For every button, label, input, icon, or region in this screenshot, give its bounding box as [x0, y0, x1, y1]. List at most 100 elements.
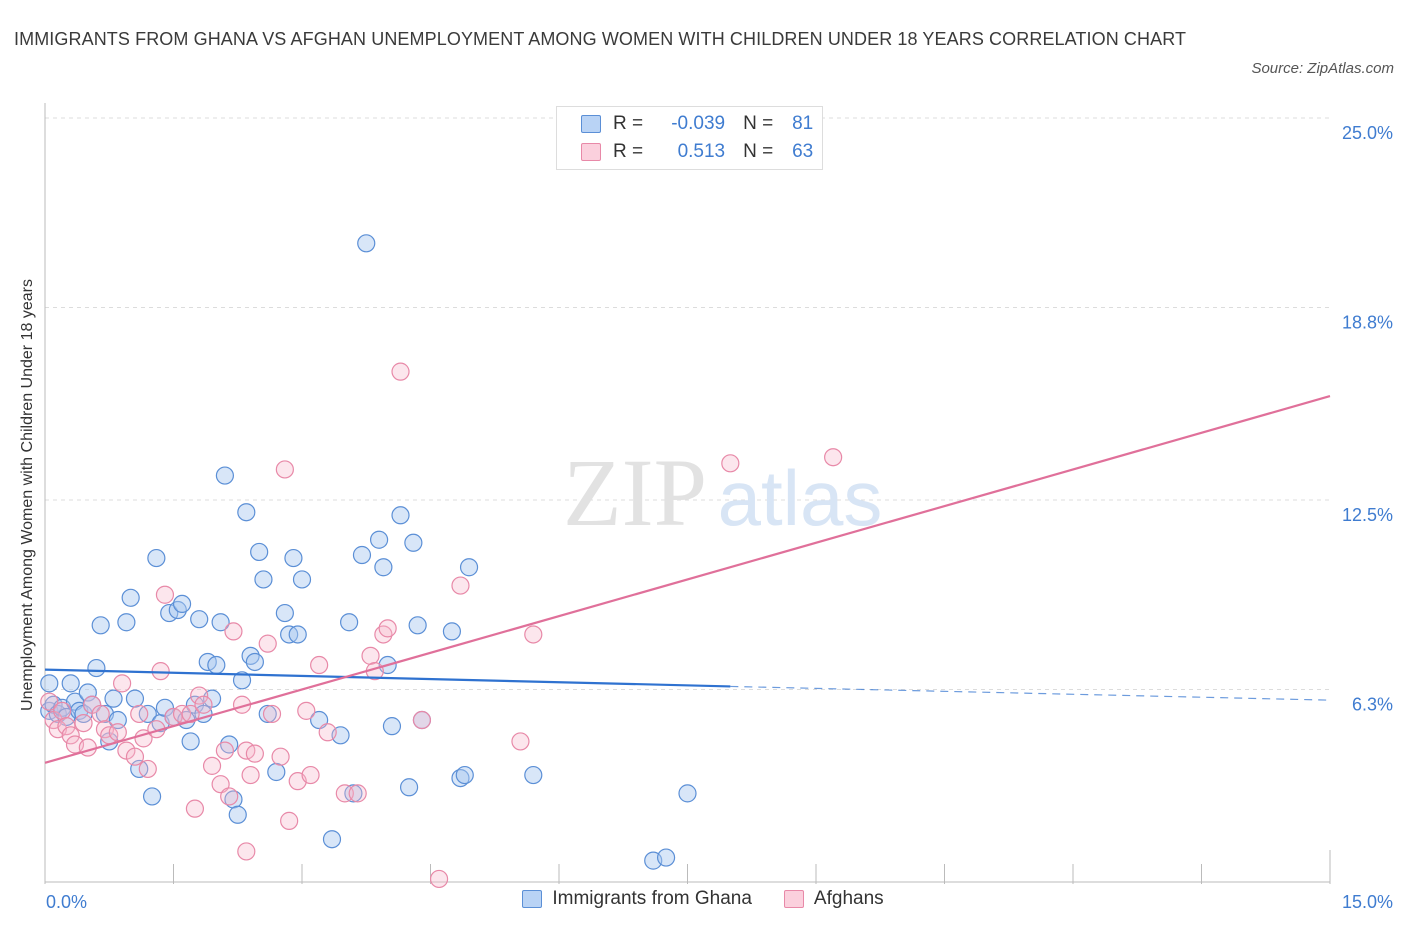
point-ghana [322, 830, 342, 849]
tick-labels: 6.3% 12.5% 18.8% 25.0% 0.0% 15.0% [46, 123, 1393, 912]
point-ghana [91, 616, 110, 635]
y-tick-label: 6.3% [1352, 694, 1393, 714]
point-ghana [656, 848, 676, 867]
correlation-legend: R = -0.039 N = 81 R = 0.513 N = 63 [556, 106, 823, 170]
point-afghans [74, 713, 93, 733]
point-afghans [378, 619, 397, 638]
point-ghana [399, 778, 419, 797]
point-ghana [232, 671, 252, 690]
point-afghans [361, 646, 380, 665]
watermark: ZIP atlas [563, 439, 882, 546]
point-afghans [429, 869, 449, 889]
point-ghana [455, 765, 474, 785]
point-ghana [340, 613, 359, 632]
point-afghans [275, 460, 294, 479]
x-tick-label: 15.0% [1342, 892, 1393, 912]
trend-line-afghans [44, 395, 1331, 764]
grid-lines [45, 117, 1330, 690]
point-ghana [275, 603, 294, 623]
point-ghana [250, 542, 269, 562]
point-ghana [215, 466, 234, 485]
point-afghans [190, 686, 209, 705]
legend-item-afghans: Afghans [783, 888, 884, 910]
point-ghana [61, 674, 80, 693]
point-ghana [211, 613, 230, 632]
point-ghana [258, 704, 277, 724]
trend-line-ghana [44, 668, 731, 688]
point-afghans [245, 744, 264, 763]
point-ghana [357, 234, 376, 253]
point-afghans [280, 811, 299, 830]
point-ghana [678, 784, 697, 803]
point-ghana [207, 655, 226, 675]
point-afghans [220, 787, 239, 806]
point-ghana [442, 622, 462, 641]
point-afghans [824, 448, 843, 467]
legend-row-afghans: R = 0.513 N = 63 [581, 139, 813, 165]
point-ghana [404, 533, 423, 552]
point-afghans [297, 701, 316, 720]
point-afghans [61, 726, 80, 745]
trend-lines [44, 395, 1331, 764]
watermark-atlas: atlas [718, 454, 883, 542]
point-ghana [142, 787, 162, 806]
point-afghans [215, 741, 234, 760]
point-ghana [40, 674, 59, 693]
series-legend: Immigrants from Ghana Afghans [0, 888, 1406, 910]
point-ghana [288, 625, 307, 644]
point-afghans [57, 717, 76, 736]
legend-n-value: 63 [792, 141, 814, 162]
legend-r-value: -0.039 [671, 113, 726, 134]
point-afghans [524, 625, 543, 644]
point-afghans [451, 576, 470, 595]
point-afghans [202, 756, 222, 775]
point-afghans [335, 784, 354, 803]
point-ghana [87, 658, 106, 678]
point-ghana [228, 805, 247, 824]
point-ghana [352, 545, 372, 565]
legend-swatch-pink [581, 143, 601, 161]
point-afghans [91, 704, 110, 724]
point-afghans [237, 842, 256, 861]
point-ghana [292, 570, 312, 589]
legend-row-ghana: R = -0.039 N = 81 [581, 111, 813, 137]
point-afghans [151, 662, 170, 681]
point-afghans [271, 747, 290, 766]
legend-swatch-pink [783, 890, 804, 908]
point-afghans [138, 759, 157, 779]
y-axis-label: Unemployment Among Women with Children U… [19, 279, 36, 711]
legend-r-label: R = [613, 113, 644, 134]
watermark-zip: ZIP [563, 439, 707, 546]
legend-label-ghana: Immigrants from Ghana [552, 888, 752, 909]
point-ghana [267, 762, 286, 782]
point-ghana [121, 588, 140, 607]
point-ghana [190, 610, 209, 629]
legend-swatch-blue [522, 890, 543, 908]
point-afghans [194, 695, 213, 714]
point-afghans [258, 634, 277, 653]
point-ghana [104, 689, 123, 708]
point-afghans [125, 747, 145, 766]
point-afghans [224, 622, 243, 641]
point-ghana [370, 530, 389, 549]
point-afghans [412, 710, 432, 730]
legend-label-afghans: Afghans [813, 888, 884, 909]
point-afghans [241, 765, 260, 785]
point-ghana [382, 717, 402, 736]
point-ghana [245, 652, 264, 672]
point-ghana [237, 503, 256, 522]
point-ghana [117, 613, 136, 632]
trend-line-ghana-extension [730, 685, 1331, 701]
point-ghana [459, 558, 479, 577]
point-afghans [40, 692, 59, 711]
y-tick-label: 25.0% [1342, 123, 1393, 143]
point-ghana [408, 616, 427, 635]
point-afghans [155, 585, 175, 604]
y-tick-label: 12.5% [1342, 505, 1393, 525]
legend-r-label: R = [613, 141, 644, 162]
point-afghans [391, 362, 410, 381]
legend-n-value: 81 [792, 113, 814, 134]
point-ghana [374, 558, 393, 577]
point-afghans [185, 799, 205, 818]
legend-r-value: 0.513 [677, 141, 726, 162]
